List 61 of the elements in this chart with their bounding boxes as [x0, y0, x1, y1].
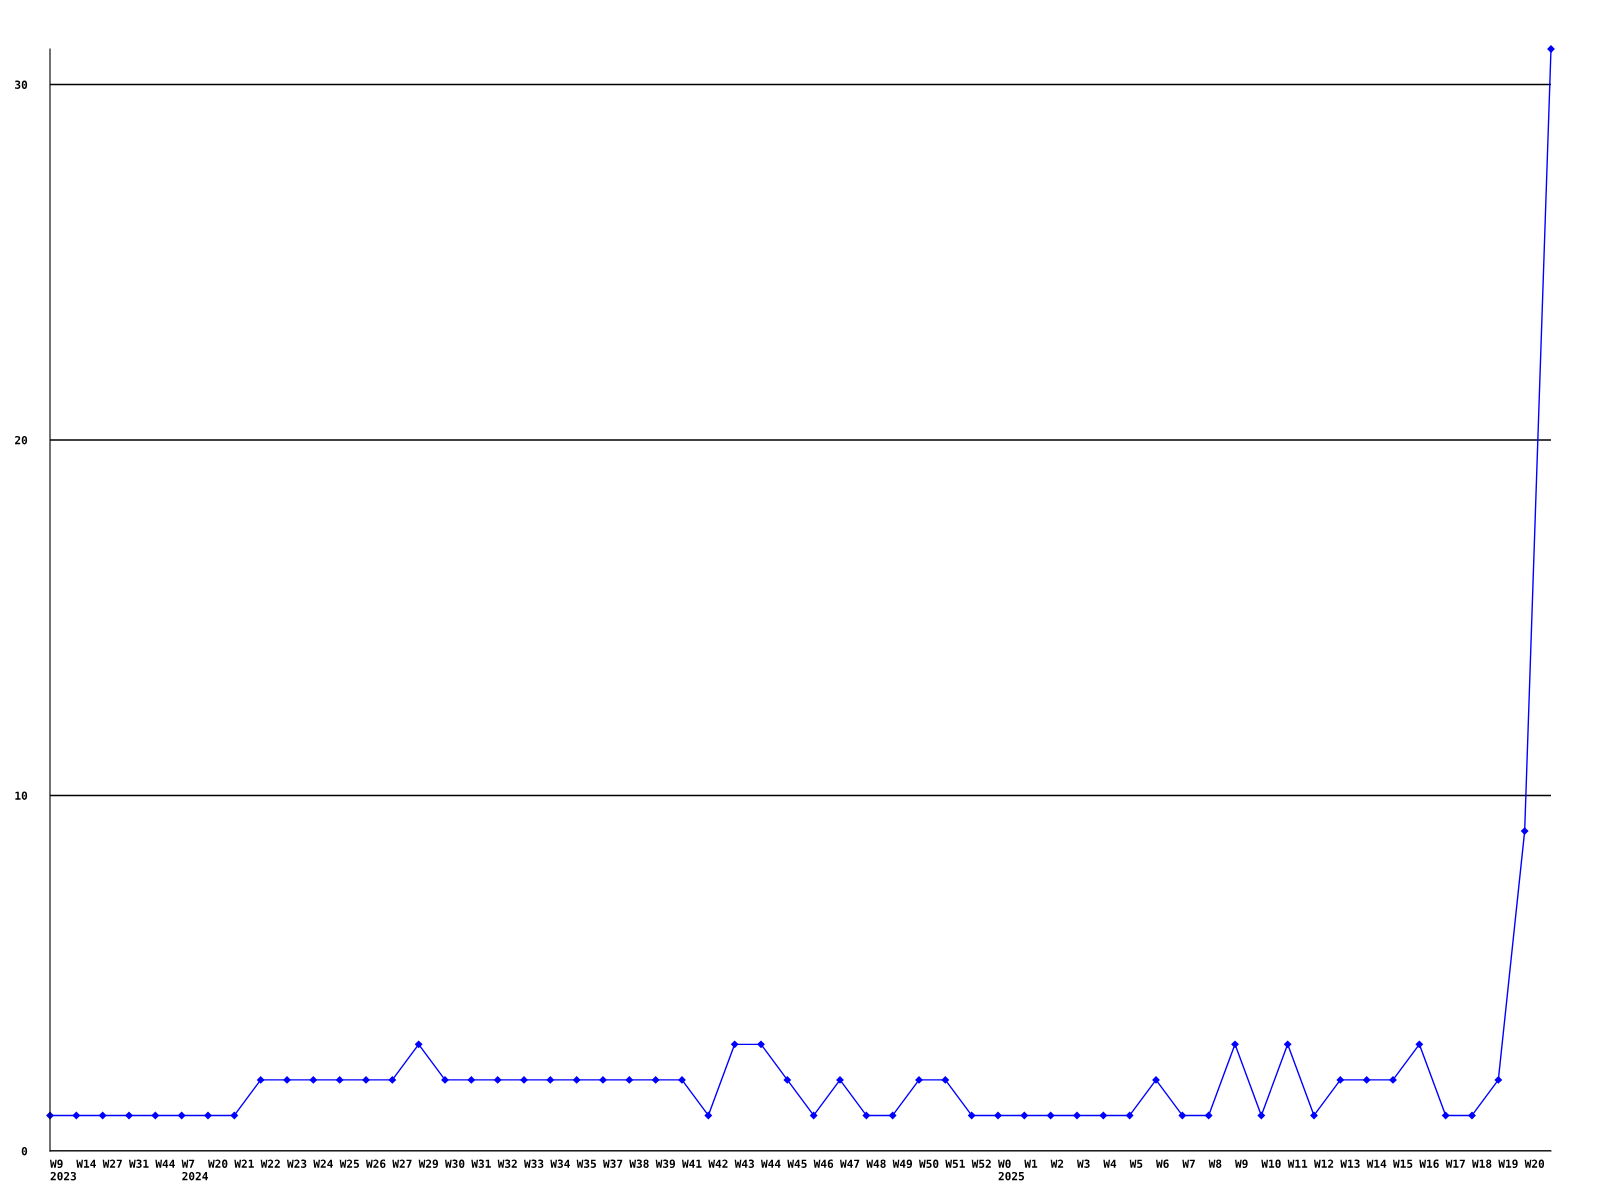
x-tick-label: W43	[734, 1159, 755, 1168]
x-tick-label: W3	[1077, 1159, 1090, 1168]
x-tick-label: W9	[1235, 1159, 1248, 1168]
x-tick-label: W31	[129, 1159, 149, 1168]
x-tick-label: W14	[1366, 1159, 1387, 1168]
x-tick-label: W20	[1524, 1159, 1545, 1168]
x-tick-label: W23	[287, 1159, 307, 1168]
x-tick-label: W49	[892, 1159, 913, 1168]
x-tick-label: W13	[1340, 1159, 1360, 1168]
x-tick-label: W11	[1287, 1159, 1308, 1168]
x-tick-label: W24	[313, 1159, 333, 1168]
x-tick-label: W6	[1156, 1159, 1169, 1168]
x-tick-label: W7	[1182, 1159, 1195, 1168]
x-tick-label: W2	[1050, 1159, 1064, 1168]
x-tick-label: W30	[445, 1159, 465, 1168]
y-tick-label: 10	[15, 791, 28, 800]
x-tick-label: W27	[392, 1159, 412, 1168]
x-tick-label: W0 2025	[998, 1159, 1024, 1181]
x-tick-label: W5	[1129, 1159, 1143, 1168]
x-tick-label: W7 2024	[181, 1159, 208, 1181]
x-tick-label: W4	[1103, 1159, 1117, 1168]
x-tick-label: W29	[418, 1159, 439, 1168]
x-tick-label: W46	[813, 1159, 834, 1168]
x-tick-label: W48	[866, 1159, 886, 1168]
x-tick-label: W52	[971, 1159, 991, 1168]
x-tick-label: W12	[1314, 1159, 1334, 1168]
x-tick-label: W47	[840, 1159, 860, 1168]
x-tick-label: W51	[945, 1159, 965, 1168]
x-tick-label: W50	[919, 1159, 939, 1168]
y-tick-label: 30	[15, 80, 28, 89]
x-tick-label: W44	[155, 1159, 175, 1168]
x-tick-label: W21	[234, 1159, 254, 1168]
x-tick-label: W39	[655, 1159, 676, 1168]
x-tick-label: W31	[471, 1159, 491, 1168]
x-tick-label: W1	[1024, 1159, 1038, 1168]
x-tick-label: W15	[1393, 1159, 1413, 1168]
x-tick-label: W33	[524, 1159, 544, 1168]
x-tick-label: W18	[1472, 1159, 1492, 1168]
x-tick-label: W16	[1419, 1159, 1439, 1168]
x-tick-label: W27	[102, 1159, 122, 1168]
x-tick-label: W8	[1208, 1159, 1222, 1168]
x-tick-label: W10	[1261, 1159, 1281, 1168]
y-tick-label: 20	[15, 436, 28, 445]
x-tick-label: W44	[761, 1159, 781, 1168]
x-tick-label: W19	[1498, 1159, 1518, 1168]
x-tick-label: W34	[550, 1159, 570, 1168]
x-tick-label: W14	[76, 1159, 96, 1168]
x-tick-label: W45	[787, 1159, 807, 1168]
x-tick-label: W20	[208, 1159, 228, 1168]
x-tick-label: W37	[603, 1159, 623, 1168]
x-tick-label: W41	[682, 1159, 702, 1168]
x-tick-label: W38	[629, 1159, 649, 1168]
x-tick-label: W42	[708, 1159, 728, 1168]
x-tick-label: W17	[1445, 1159, 1465, 1168]
x-tick-label: W35	[576, 1159, 596, 1168]
y-tick-label: 0	[21, 1146, 28, 1156]
x-tick-label: W22	[260, 1159, 280, 1168]
x-tick-label: W9 2023	[50, 1159, 77, 1181]
x-tick-label: W32	[497, 1159, 517, 1168]
x-tick-label: W25	[339, 1159, 359, 1168]
x-tick-label: W26	[366, 1159, 386, 1168]
